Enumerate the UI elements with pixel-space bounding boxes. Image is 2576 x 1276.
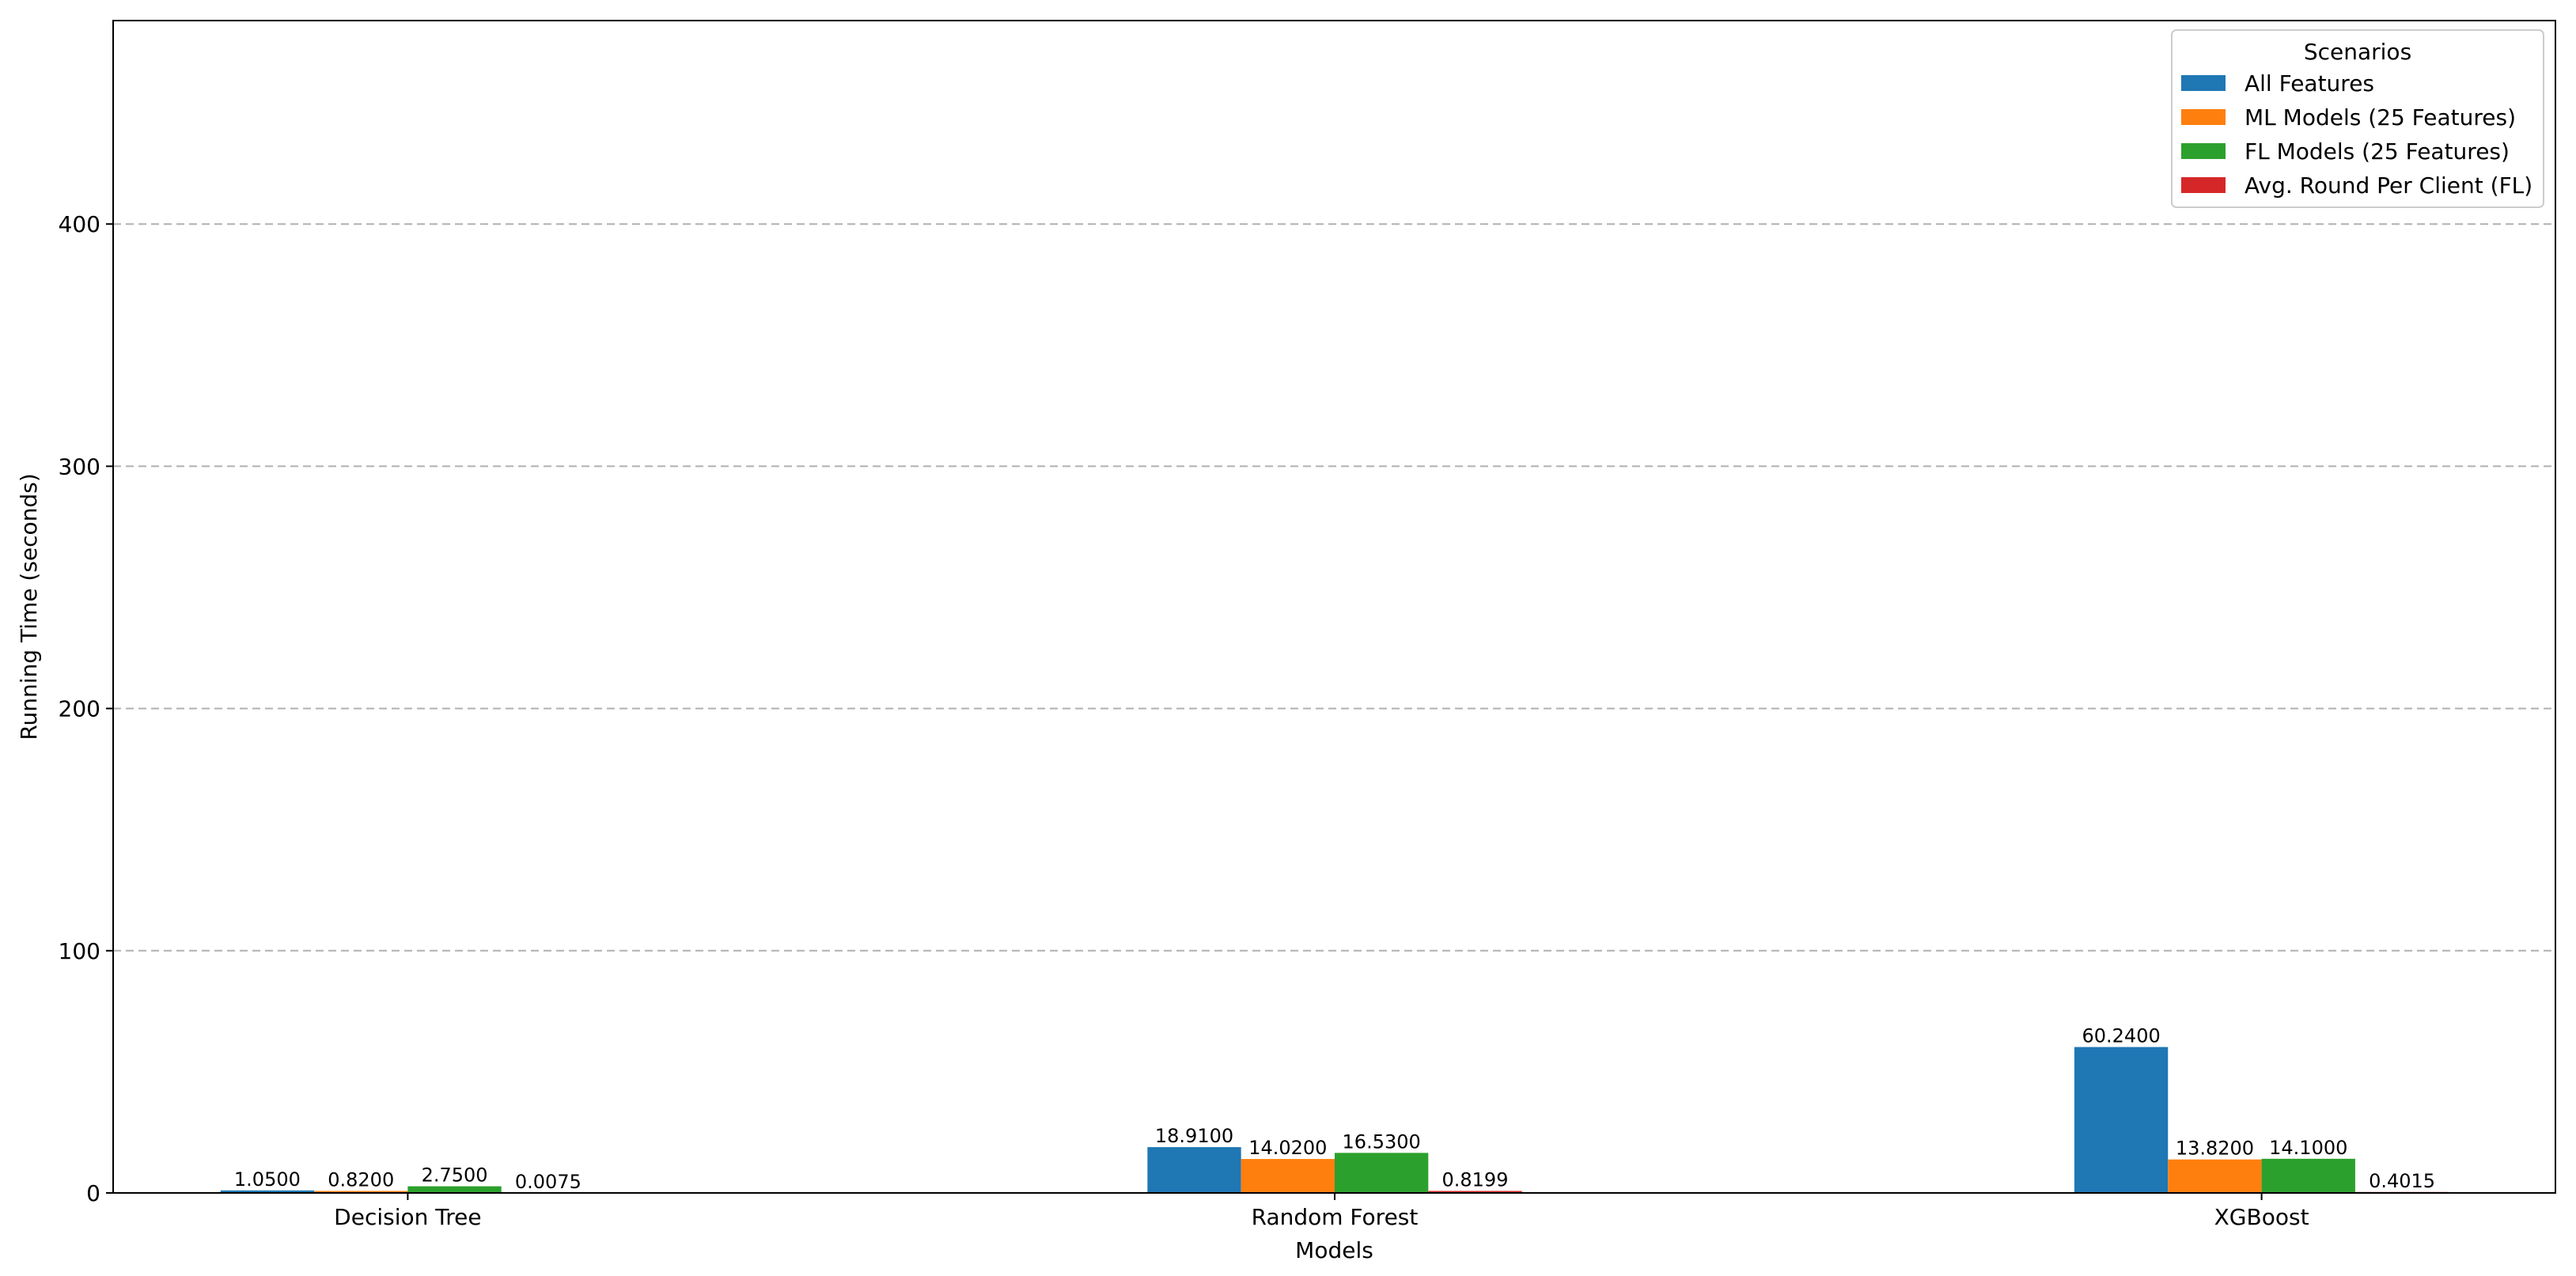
bar	[220, 1190, 315, 1193]
legend-swatch	[2181, 109, 2226, 125]
bar-value-label: 16.5300	[1343, 1130, 1421, 1153]
bar	[2261, 1158, 2355, 1193]
bar-value-label: 1.0500	[234, 1168, 301, 1191]
bar-value-label: 0.0075	[515, 1171, 581, 1193]
x-tick-label: Random Forest	[1252, 1204, 1419, 1230]
y-tick-label: 0	[86, 1180, 100, 1206]
legend-label: FL Models (25 Features)	[2245, 138, 2510, 165]
bar-value-label: 2.7500	[422, 1164, 488, 1187]
bar-value-label: 14.0200	[1248, 1137, 1327, 1159]
bar-value-label: 18.9100	[1155, 1125, 1233, 1147]
bar	[1241, 1159, 1335, 1193]
bar-value-label: 60.2400	[2082, 1025, 2160, 1047]
y-axis-ticks: 0 100 200 300 400	[59, 211, 113, 1206]
x-axis-label: Models	[1295, 1237, 1373, 1263]
x-tick-label: Decision Tree	[334, 1204, 481, 1230]
bar	[1335, 1153, 1429, 1193]
legend-items: All Features ML Models (25 Features) FL Mo…	[2181, 70, 2532, 199]
y-axis-label: Running Time (seconds)	[16, 473, 42, 740]
gridlines	[113, 223, 2555, 952]
legend-label: All Features	[2245, 70, 2374, 97]
bar	[407, 1186, 502, 1193]
y-tick-label: 200	[59, 696, 100, 722]
legend-swatch	[2181, 75, 2226, 91]
legend-swatch	[2181, 177, 2226, 193]
bar	[1147, 1147, 1241, 1193]
bar	[1428, 1191, 1522, 1193]
bar	[314, 1191, 408, 1193]
y-tick-label: 400	[59, 211, 100, 237]
y-tick-label: 300	[59, 453, 100, 479]
bars	[220, 1047, 2449, 1193]
bar-value-label: 14.1000	[2269, 1137, 2347, 1159]
bar	[2074, 1047, 2169, 1193]
legend-label: Avg. Round Per Client (FL)	[2245, 172, 2532, 199]
bar-value-label: 0.8199	[1441, 1168, 1508, 1191]
bar-value-label: 0.8200	[328, 1168, 394, 1191]
y-tick-label: 100	[59, 938, 100, 964]
bar-value-labels: 1.0500 0.8200 2.7500 0.0075 18.9100 14.0200 16…	[234, 1025, 2435, 1193]
legend-label: ML Models (25 Features)	[2245, 104, 2516, 131]
bar	[2168, 1159, 2262, 1193]
legend-frame	[2171, 29, 2544, 208]
legend-title: Scenarios	[2304, 39, 2411, 65]
bar-value-label: 13.8200	[2176, 1138, 2254, 1160]
legend: Scenarios All Features ML Models (25 Feat…	[2171, 29, 2544, 208]
x-tick-label: XGBoost	[2214, 1204, 2309, 1230]
legend-swatch	[2181, 143, 2226, 159]
bar-value-label: 0.4015	[2369, 1170, 2435, 1192]
